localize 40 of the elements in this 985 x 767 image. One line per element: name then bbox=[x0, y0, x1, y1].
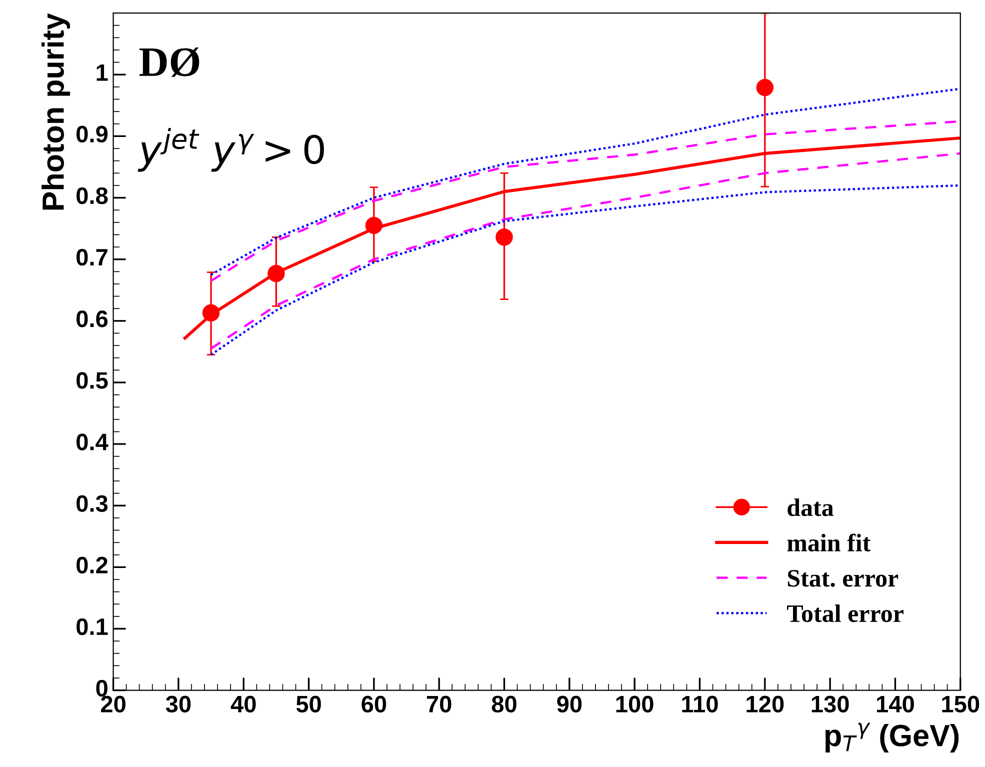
x-tick-label: 140 bbox=[877, 696, 914, 713]
x-tick-label: 30 bbox=[166, 696, 191, 713]
line-series bbox=[210, 88, 960, 276]
y-tick-label: 0.6 bbox=[76, 310, 108, 328]
point bbox=[202, 304, 220, 322]
x-tick-label: 80 bbox=[492, 696, 516, 713]
x-tick-label: 130 bbox=[812, 696, 849, 713]
y-tick-label: 0 bbox=[96, 680, 108, 697]
x-tick-label: 60 bbox=[362, 696, 386, 713]
x-tick-label: 150 bbox=[942, 696, 980, 713]
legend-label: Total error bbox=[787, 604, 904, 622]
point bbox=[496, 228, 513, 246]
line-series bbox=[210, 184, 960, 356]
legend-label: data bbox=[788, 498, 834, 516]
x-tick-label: 50 bbox=[296, 696, 321, 713]
y-axis-title: Photon purity bbox=[42, 13, 70, 210]
x-tick-label: 40 bbox=[230, 696, 256, 713]
y-tick-label: 0.8 bbox=[76, 187, 108, 204]
y-tick-label: 0.5 bbox=[76, 372, 108, 389]
x-tick-label: 70 bbox=[426, 696, 452, 713]
y-tick-label: 0.4 bbox=[76, 434, 108, 450]
y-tick-label: 0.7 bbox=[76, 248, 108, 266]
y-tick-label: 1 bbox=[96, 64, 108, 81]
point bbox=[756, 78, 774, 96]
x-tick-label: 100 bbox=[616, 696, 654, 713]
annotation: y$^{jet}$ y$^{γ}$>0 bbox=[138, 128, 324, 172]
x-tick-label: 20 bbox=[100, 696, 126, 713]
x-tick-label: 120 bbox=[746, 696, 784, 713]
legend-label: Stat. error bbox=[788, 570, 898, 587]
x-axis-title: p$_{T}$$^{γ}$ (GeV) bbox=[826, 722, 959, 752]
annotation: DØ bbox=[139, 48, 200, 77]
x-tick-label: 90 bbox=[557, 696, 582, 713]
point bbox=[268, 264, 285, 282]
y-tick-label: 0.1 bbox=[76, 618, 108, 636]
y-tick-label: 0.2 bbox=[76, 556, 108, 574]
y-tick-label: 0.9 bbox=[76, 126, 108, 143]
legend-label: main fit bbox=[787, 534, 871, 552]
y-tick-label: 0.3 bbox=[76, 495, 108, 512]
x-tick-label: 110 bbox=[682, 696, 718, 713]
point bbox=[365, 216, 383, 234]
